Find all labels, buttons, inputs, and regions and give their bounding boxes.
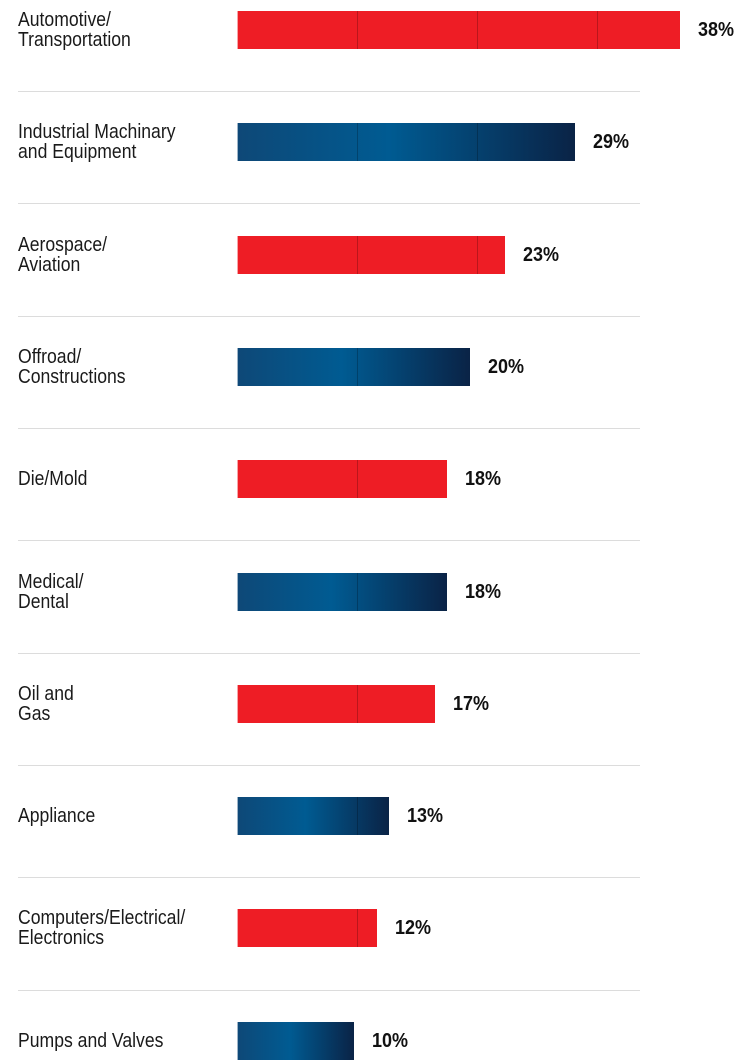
bar <box>237 572 447 611</box>
bar-gridline <box>357 11 358 49</box>
value-label: 20% <box>488 355 525 378</box>
row-separator <box>18 91 640 92</box>
category-label-line: Appliance <box>18 805 96 828</box>
bar-gridline <box>357 684 358 723</box>
category-label-line: Constructions <box>18 365 126 388</box>
bar-start-edge <box>237 123 238 162</box>
category-label: Offroad/Constructions <box>18 347 207 387</box>
category-label-line: Electronics <box>18 927 105 950</box>
bar-gridline <box>477 235 478 274</box>
bar <box>237 123 576 162</box>
bar-start-edge <box>237 235 238 274</box>
bar-gridline <box>357 460 358 499</box>
value-label: 10% <box>371 1029 408 1052</box>
bar <box>237 684 436 723</box>
row-separator <box>18 428 640 429</box>
bar <box>237 235 506 274</box>
bar-gridline <box>357 347 358 386</box>
category-label-line: Aviation <box>18 253 81 276</box>
category-label-line: Medical/ <box>18 570 84 593</box>
value-label: 18% <box>464 580 501 603</box>
value-label: 29% <box>593 131 630 154</box>
bar-gridline <box>357 235 358 274</box>
bar <box>237 1021 354 1060</box>
bar <box>237 797 389 836</box>
bar-start-edge <box>237 11 238 49</box>
category-label: Automotive/Transportation <box>18 10 207 50</box>
value-label: 23% <box>523 243 560 266</box>
category-label: Aerospace/Aviation <box>18 235 207 275</box>
category-label-line: Offroad/ <box>18 345 82 368</box>
bar-gridline <box>477 11 478 49</box>
category-label: Appliance <box>18 806 207 826</box>
row-separator <box>18 877 640 878</box>
bar <box>237 11 680 49</box>
category-label: Computers/Electrical/Electronics <box>18 908 207 948</box>
category-label: Oil and Gas <box>18 684 207 724</box>
bar-gridline <box>357 123 358 162</box>
bar-start-edge <box>237 1021 238 1060</box>
row-separator <box>18 990 640 991</box>
bar <box>237 347 471 386</box>
bar-start-edge <box>237 347 238 386</box>
category-label-line: and Equipment <box>18 141 137 164</box>
category-label: Pumps and Valves <box>18 1031 207 1051</box>
category-label-line: Dental <box>18 590 69 613</box>
category-label: Die/Mold <box>18 469 207 489</box>
row-separator <box>18 540 640 541</box>
value-label: 12% <box>394 917 431 940</box>
row-separator <box>18 316 640 317</box>
category-label-line: Gas <box>18 702 51 725</box>
category-label-line: Aerospace/ <box>18 233 108 256</box>
bar-start-edge <box>237 572 238 611</box>
value-label: 17% <box>453 692 490 715</box>
category-label-line: Computers/Electrical/ <box>18 907 186 930</box>
category-label-line: Industrial Machinary <box>18 121 176 144</box>
row-separator <box>18 653 640 654</box>
category-label: Industrial Machinary and Equipment <box>18 122 207 162</box>
row-separator <box>18 765 640 766</box>
bar-start-edge <box>237 797 238 836</box>
bar <box>237 460 447 499</box>
bar-start-edge <box>237 909 238 948</box>
bar-start-edge <box>237 684 238 723</box>
value-label: 13% <box>406 805 443 828</box>
bar-gridline <box>357 572 358 611</box>
bar-start-edge <box>237 460 238 499</box>
category-label-line: Pumps and Valves <box>18 1029 164 1052</box>
value-label: 38% <box>698 19 735 41</box>
row-separator <box>18 203 640 204</box>
category-label-line: Transportation <box>18 29 131 51</box>
bar-gridline <box>357 909 358 948</box>
category-label-line: Oil and <box>18 682 74 705</box>
bar-gridline <box>477 123 478 162</box>
category-label-line: Automotive/ <box>18 9 111 31</box>
bar-gridline <box>357 797 358 836</box>
category-label-line: Die/Mold <box>18 468 88 491</box>
category-label: Medical/Dental <box>18 572 207 612</box>
value-label: 18% <box>464 468 501 491</box>
bar <box>237 909 377 948</box>
bar-gridline <box>597 11 598 49</box>
